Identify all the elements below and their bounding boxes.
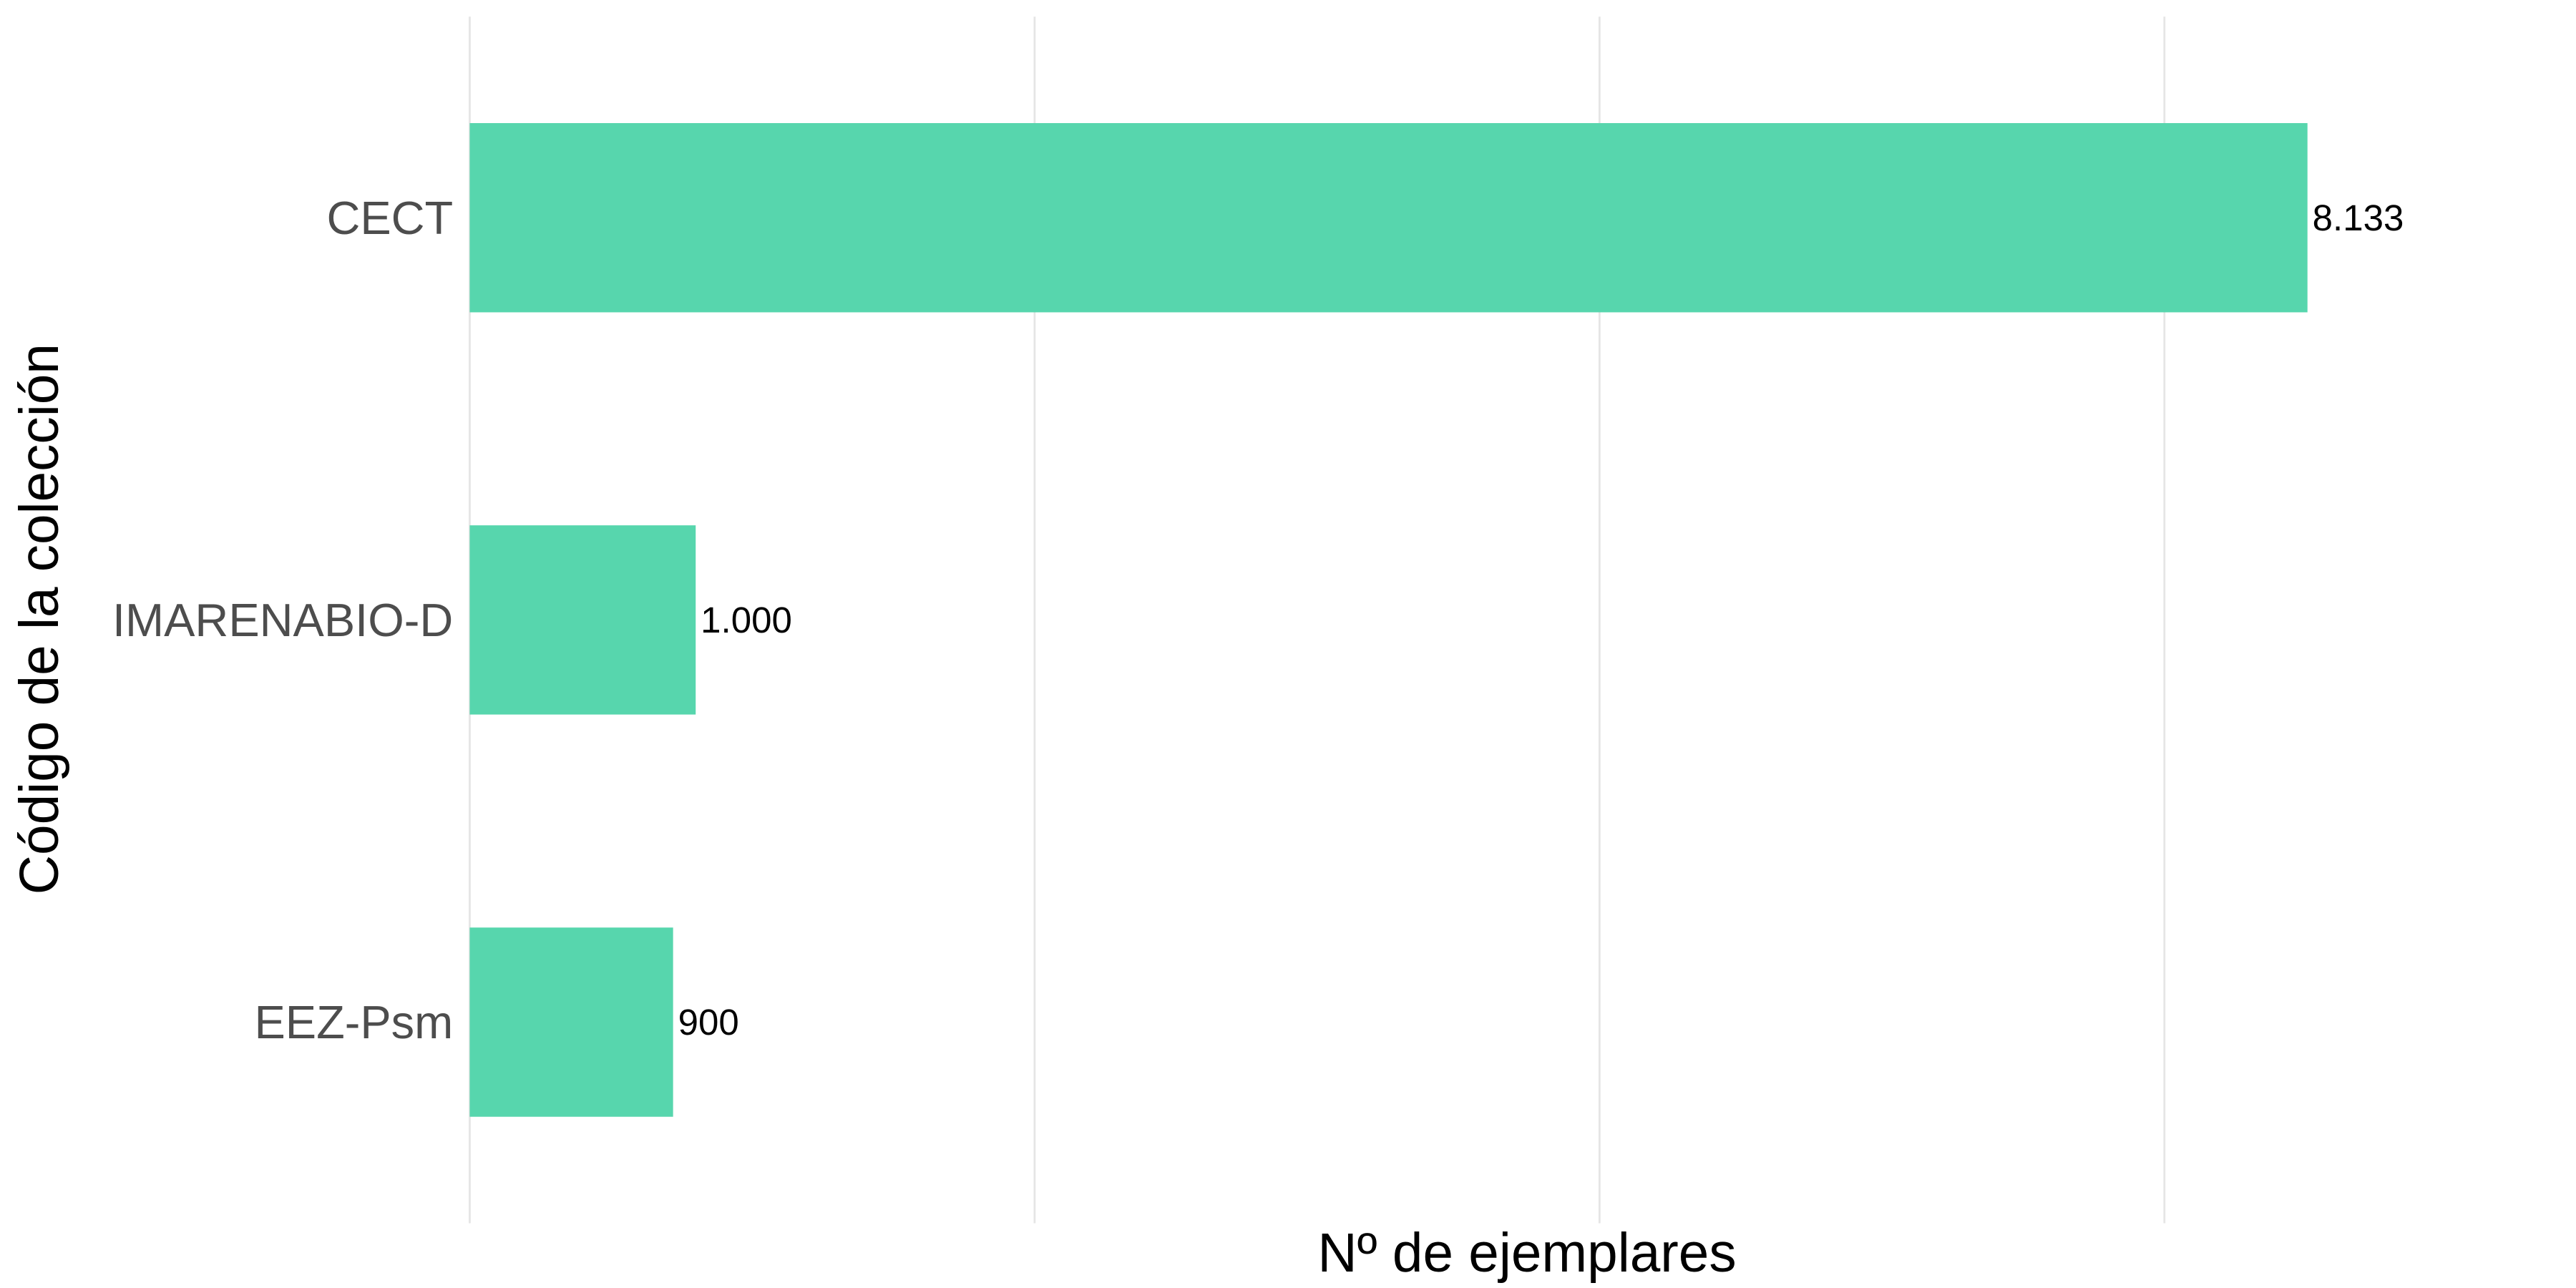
bar: [469, 123, 2308, 313]
bar: [469, 525, 696, 715]
value-label: 900: [678, 1002, 739, 1043]
y-tick-label: IMARENABIO-D: [112, 594, 453, 646]
value-label: 1.000: [701, 600, 792, 640]
value-label: 8.133: [2313, 197, 2404, 238]
y-tick-label: CECT: [326, 192, 453, 244]
x-axis-title: Nº de ejemplares: [1317, 1223, 1736, 1284]
y-axis-title: Código de la colección: [9, 343, 70, 894]
y-tick-label: EEZ-Psm: [254, 996, 453, 1048]
bar: [469, 927, 673, 1117]
